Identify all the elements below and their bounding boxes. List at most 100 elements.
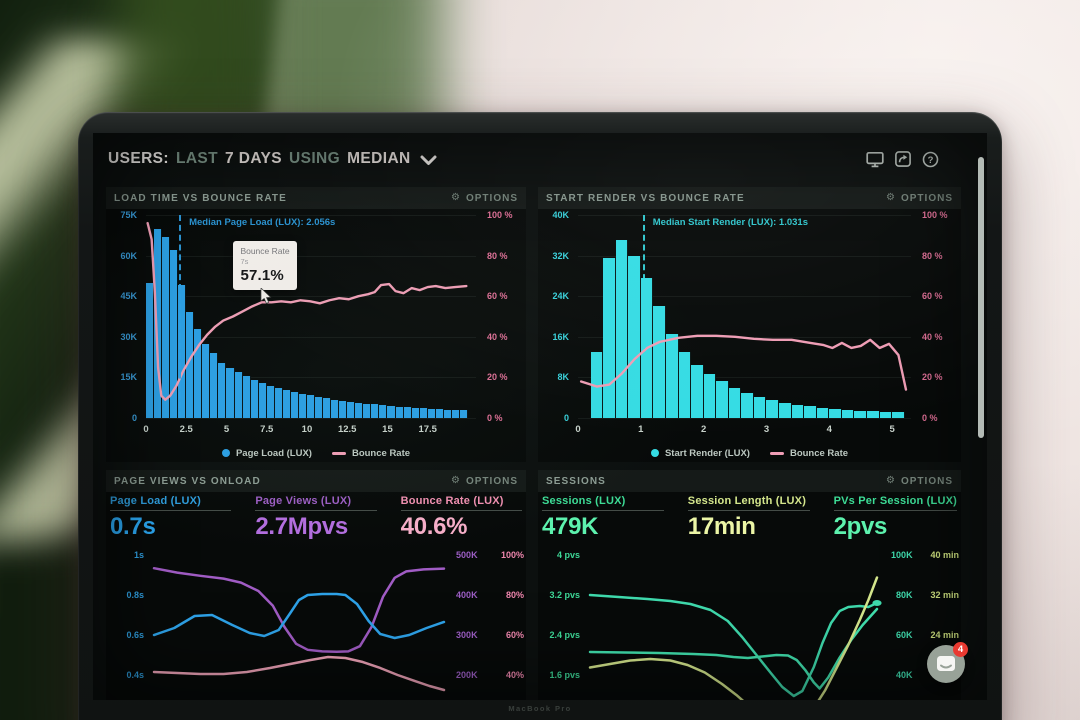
metric-label: Bounce Rate (LUX) bbox=[400, 495, 504, 507]
plot-area bbox=[590, 547, 882, 700]
y-axis-right: 100K 40 min 80K 32 min 60K 24 min 40K bbox=[883, 547, 961, 700]
x-axis-label: 7.5 bbox=[260, 424, 274, 435]
histogram-bar bbox=[315, 396, 324, 418]
header-toolbar: ? bbox=[866, 151, 939, 168]
histogram-bar bbox=[879, 411, 893, 418]
y-axis-left: 1s 0.8s 0.6s 0.4s bbox=[106, 547, 150, 700]
y-axis-label: 8K bbox=[557, 372, 569, 383]
share-icon[interactable] bbox=[895, 151, 911, 167]
histogram-bar bbox=[306, 395, 316, 418]
histogram-bar bbox=[741, 392, 754, 418]
y-axis-value: 400K bbox=[456, 590, 478, 600]
gridline bbox=[146, 296, 476, 298]
histogram-bar bbox=[816, 407, 830, 418]
chevron-down-icon[interactable] bbox=[420, 155, 437, 166]
title-median: MEDIAN bbox=[347, 150, 411, 167]
y-axis-label: 0 % bbox=[922, 413, 938, 423]
options-button[interactable]: ⚙ OPTIONS bbox=[886, 193, 953, 204]
metric-row: Page Load (LUX) 0.7s Page Views (LUX) 2.… bbox=[106, 495, 526, 543]
help-icon[interactable]: ? bbox=[922, 151, 939, 168]
histogram-bar bbox=[459, 410, 468, 418]
y-axis-label: 300K 60% bbox=[448, 630, 524, 640]
y-axis-label: 0.4s bbox=[126, 670, 144, 680]
metric-underline bbox=[255, 510, 377, 511]
y-axis-value: 24 min bbox=[930, 630, 959, 640]
chat-icon bbox=[937, 656, 955, 671]
histogram-bar bbox=[435, 409, 444, 418]
y-axis-label: 32K bbox=[552, 250, 569, 261]
histogram-bar bbox=[443, 409, 452, 418]
metric-underline bbox=[833, 510, 957, 511]
options-button[interactable]: ⚙ OPTIONS bbox=[886, 476, 953, 487]
panel-grid: LOAD TIME VS BOUNCE RATE ⚙ OPTIONS 75K 60K… bbox=[106, 187, 961, 700]
tooltip-value: 57.1% bbox=[240, 267, 284, 285]
y-axis-value: 500K bbox=[456, 550, 478, 560]
histogram-bar bbox=[678, 352, 692, 418]
legend-swatch bbox=[221, 449, 230, 457]
metric-row: Sessions (LUX) 479K Session Length (LUX)… bbox=[538, 495, 961, 543]
y-axis-label: 16K bbox=[552, 331, 569, 342]
legend-label: Bounce Rate bbox=[789, 447, 849, 459]
metric-value: 2pvs bbox=[833, 513, 888, 540]
y-axis-label: 40K bbox=[883, 670, 959, 680]
scrollbar[interactable] bbox=[978, 157, 984, 438]
histogram-bar bbox=[766, 399, 780, 418]
y-axis-label: 100 % bbox=[922, 210, 948, 220]
metric-value: 2.7Mpvs bbox=[255, 513, 348, 540]
panel-title: PAGE VIEWS VS ONLOAD bbox=[114, 475, 261, 487]
histogram-bar bbox=[779, 402, 792, 418]
legend-swatch bbox=[769, 451, 784, 455]
y-axis-value: 40K bbox=[896, 670, 913, 680]
trend-lines bbox=[154, 547, 444, 700]
metric-underline bbox=[687, 510, 810, 511]
metric-session-length: Session Length (LUX) 17min bbox=[687, 495, 810, 543]
y-axis-label: 2.4 pvs bbox=[549, 630, 580, 640]
y-axis-label: 60 % bbox=[922, 291, 943, 302]
histogram-bar bbox=[379, 405, 388, 418]
y-axis-label: 0 bbox=[563, 413, 569, 423]
y-axis-label: 200K 40% bbox=[448, 670, 524, 680]
svg-text:?: ? bbox=[928, 155, 934, 166]
y-axis-left: 40K 32K 24K 16K 8K 0 bbox=[538, 210, 574, 423]
x-axis-label: 2.5 bbox=[179, 424, 193, 435]
histogram-bar bbox=[728, 387, 742, 418]
panel-sessions: SESSIONS ⚙ OPTIONS Sessions (LUX) 479K Se… bbox=[538, 470, 961, 700]
y-axis-value: 80% bbox=[505, 590, 524, 600]
histogram-bars bbox=[578, 215, 911, 418]
histogram-bar bbox=[653, 306, 666, 418]
display-icon[interactable] bbox=[866, 151, 884, 168]
x-axis-label: 3 bbox=[763, 424, 770, 435]
mouse-cursor bbox=[260, 288, 272, 304]
y-axis-left: 75K 60K 45K 30K 15K 0 bbox=[106, 210, 142, 423]
chat-button[interactable]: 4 bbox=[927, 642, 968, 683]
metric-page-load: Page Load (LUX) 0.7s bbox=[110, 495, 232, 543]
y-axis-label: 20 % bbox=[922, 372, 943, 383]
options-button[interactable]: ⚙ OPTIONS bbox=[451, 476, 518, 487]
y-axis-label: 80 % bbox=[487, 250, 508, 261]
laptop-brand-text: MacBook Pro bbox=[508, 704, 572, 713]
trend-lines bbox=[590, 547, 882, 700]
legend-item: Bounce Rate bbox=[331, 448, 410, 459]
title-days: 7 DAYS bbox=[225, 150, 283, 167]
options-button[interactable]: ⚙ OPTIONS bbox=[451, 193, 518, 204]
x-axis-label: 5 bbox=[223, 424, 230, 435]
histogram-bar bbox=[387, 406, 396, 418]
load-time-chart: 75K 60K 45K 30K 15K 0 100 % 80 % 60 % 40 % 20 % 0 … bbox=[106, 210, 526, 444]
bounce-rate-line bbox=[146, 215, 476, 418]
histogram-bar bbox=[298, 393, 307, 418]
x-axis: 0 1 2 3 4 5 bbox=[575, 418, 911, 440]
y-axis-label: 400K 80% bbox=[448, 590, 524, 600]
y-axis-label: 60K 24 min bbox=[883, 630, 959, 640]
histogram-bar bbox=[282, 389, 291, 418]
y-axis-label: 60 % bbox=[487, 291, 508, 302]
gridline bbox=[146, 418, 476, 419]
median-marker: Median Page Load (LUX): 2.056s bbox=[179, 215, 335, 418]
gridline bbox=[146, 255, 476, 257]
gear-icon: ⚙ bbox=[451, 475, 461, 486]
y-axis-label: 100K 40 min bbox=[883, 550, 959, 560]
metric-value: 40.6% bbox=[400, 513, 468, 540]
y-axis-value: 80K bbox=[896, 590, 913, 600]
metric-label: PVs Per Session (LUX) bbox=[833, 495, 957, 507]
page-title[interactable]: USERS: LAST 7 DAYS USING MEDIAN bbox=[108, 150, 437, 168]
x-axis-label: 1 bbox=[638, 424, 644, 435]
